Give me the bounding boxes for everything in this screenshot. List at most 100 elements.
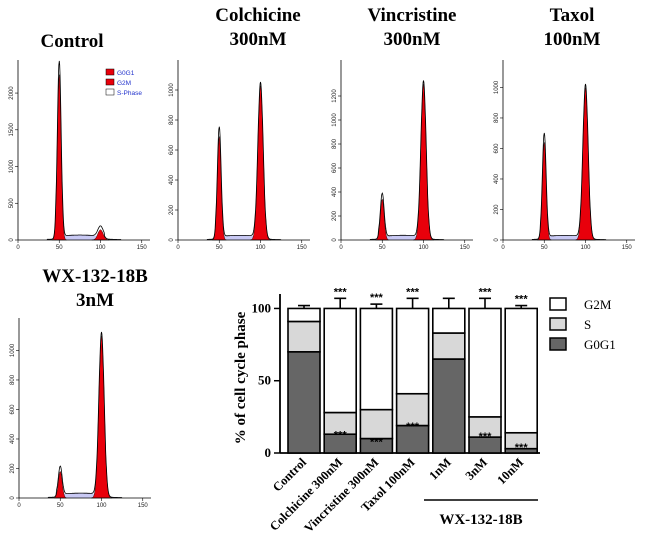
y-tick-label: 200: [10, 463, 16, 474]
y-tick-label: 400: [169, 174, 175, 185]
y-tick-label: 600: [332, 162, 338, 173]
y-tick-label: 600: [169, 144, 175, 155]
y-tick-label: 1200: [332, 89, 338, 103]
x-tick-label: 150: [297, 245, 308, 251]
x-tick-label: 50: [57, 503, 64, 509]
g2m-peak: [91, 229, 110, 241]
bar-segment-s: [359, 408, 394, 440]
title-taxol-line1: Taxol: [550, 5, 595, 26]
y-tick-label: 0: [332, 238, 338, 242]
y-tick-label: 600: [494, 143, 500, 154]
bar-category-label: 3nM: [463, 455, 491, 483]
y-tick-label: 1000: [10, 343, 16, 357]
x-tick-label: 50: [56, 245, 63, 251]
legend-label-s-phase: S-Phase: [117, 90, 142, 97]
bar-group-6: *** *** 3nM: [463, 286, 502, 483]
g2m-peak: [90, 335, 113, 499]
legend-label-g2m: G2M: [117, 80, 131, 87]
title-colchicine-line2: 300nM: [230, 29, 287, 50]
significance-top: ***: [334, 286, 348, 298]
bar-segment-s: [431, 332, 466, 360]
x-tick-label: 100: [255, 245, 266, 251]
bar-y-tick-label: 100: [252, 300, 272, 315]
bar-segment-g0g1: [431, 358, 466, 454]
bar-segment-g2m: [468, 307, 502, 418]
x-tick-label: 150: [137, 245, 148, 251]
x-tick-label: 0: [339, 245, 343, 251]
bar-segment-g2m: [323, 307, 358, 414]
significance-g0g1: ***: [370, 437, 384, 449]
bar-category-label: 10nM: [494, 455, 526, 487]
y-tick-label: 500: [9, 198, 15, 209]
x-tick-label: 100: [580, 245, 591, 251]
significance-top: ***: [515, 294, 529, 306]
bar-segment-g0g1: [287, 351, 321, 454]
y-tick-label: 400: [332, 186, 338, 197]
bar-legend-swatch-s: [549, 317, 567, 331]
y-tick-label: 1500: [9, 122, 15, 136]
g0g1-peak: [536, 142, 552, 241]
y-tick-label: 800: [494, 112, 500, 123]
y-tick-label: 400: [10, 433, 16, 444]
y-tick-label: 200: [332, 210, 338, 221]
title-wx-line1: WX-132-18B: [42, 266, 148, 287]
x-tick-label: 0: [16, 245, 20, 251]
bar-legend-label-g2m: G2M: [584, 297, 612, 312]
bar-legend-label-g0g1: G0G1: [584, 337, 616, 352]
y-tick-label: 200: [169, 204, 175, 215]
total-trace: [369, 80, 445, 240]
y-tick-label: 200: [494, 204, 500, 215]
y-tick-label: 1000: [494, 80, 500, 94]
x-tick-label: 150: [460, 245, 471, 251]
total-trace: [46, 60, 122, 240]
title-vincristine-line2: 300nM: [384, 29, 441, 50]
bar-legend-label-s: S: [584, 317, 591, 332]
significance-top: ***: [406, 286, 420, 298]
y-tick-label: 600: [10, 404, 16, 415]
y-tick-label: 1000: [9, 159, 15, 173]
total-trace: [47, 331, 123, 498]
y-tick-label: 0: [10, 496, 16, 500]
x-tick-label: 0: [176, 245, 180, 251]
histogram-3: 0 50 100 150 0 200 400 600 800 1000 1200: [332, 60, 473, 251]
g2m-peak: [249, 85, 272, 241]
bar-segment-g2m: [359, 307, 394, 411]
y-tick-label: 2000: [9, 86, 15, 100]
x-tick-label: 150: [622, 245, 633, 251]
x-tick-label: 100: [418, 245, 429, 251]
bar-segment-g2m: [287, 307, 321, 323]
bar-segment-g2m: [504, 307, 539, 434]
y-tick-label: 800: [169, 114, 175, 125]
total-trace: [531, 83, 607, 240]
bar-y-tick-label: 0: [265, 445, 272, 460]
histogram-legend: G0G1 G2M S-Phase: [105, 68, 142, 97]
x-tick-label: 100: [96, 503, 107, 509]
y-tick-label: 800: [10, 374, 16, 385]
y-tick-label: 800: [332, 138, 338, 149]
bar-group-1: Control: [270, 304, 321, 494]
significance-g0g1: ***: [334, 429, 348, 441]
significance-g0g1: ***: [479, 431, 493, 443]
histogram-2: 0 50 100 150 0 200 400 600 800 1000: [169, 60, 310, 251]
x-tick-label: 0: [17, 503, 21, 509]
histogram-4: 0 50 100 150 0 200 400 600 800 1000: [494, 60, 635, 251]
group-label-wx: WX-132-18B: [439, 512, 522, 528]
y-tick-label: 1000: [332, 113, 338, 127]
significance-top: ***: [370, 292, 384, 304]
x-tick-label: 50: [216, 245, 223, 251]
g0g1-peak: [51, 74, 67, 241]
bar-legend: G2M S G0G1: [549, 297, 616, 352]
x-tick-label: 50: [541, 245, 548, 251]
bar-legend-swatch-g2m: [549, 297, 567, 311]
legend-label-g0g1: G0G1: [117, 70, 135, 77]
g2m-peak: [412, 83, 435, 241]
title-colchicine-line1: Colchicine: [215, 5, 301, 26]
total-trace: [206, 81, 282, 240]
title-control: Control: [41, 31, 104, 52]
title-vincristine-line1: Vincristine: [367, 5, 456, 26]
bar-y-axis-label: % of cell cycle phase: [233, 311, 249, 444]
